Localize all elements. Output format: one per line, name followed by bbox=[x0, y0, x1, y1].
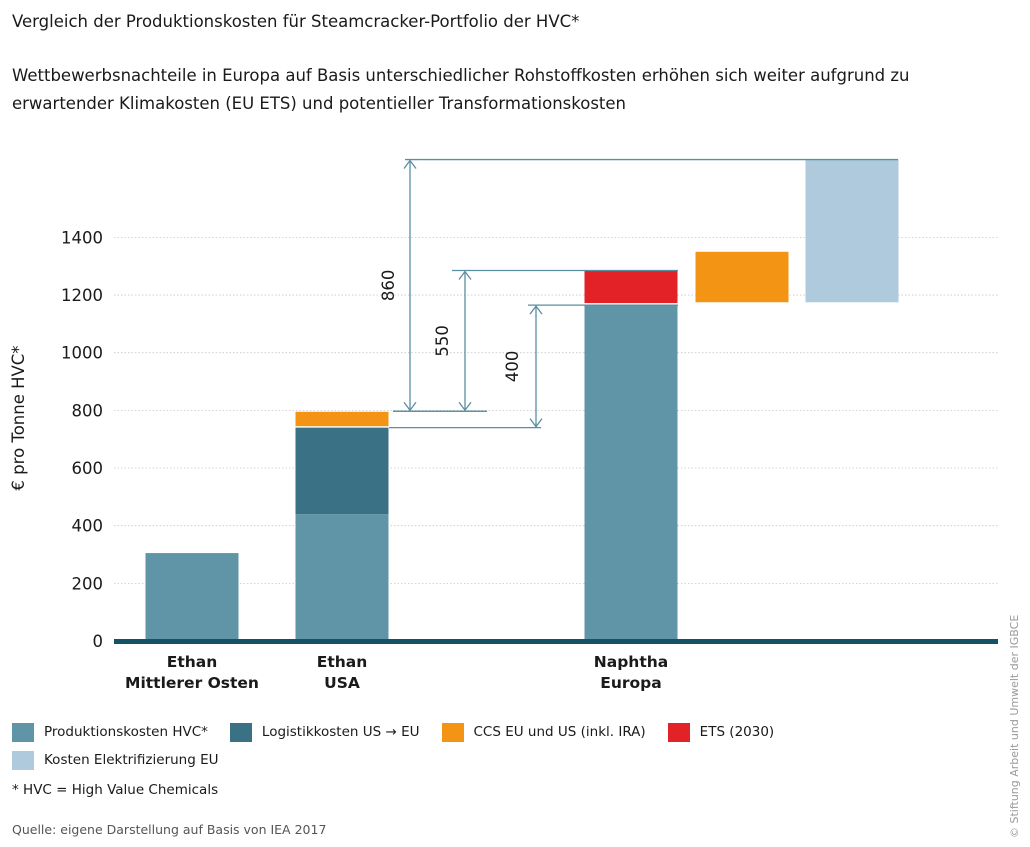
legend-swatch-ets bbox=[667, 722, 690, 742]
annotation-arrow-head-up bbox=[529, 305, 543, 315]
bar-segment-electrification bbox=[805, 159, 899, 303]
legend-item-ccs: CCS EU und US (inkl. IRA) bbox=[441, 722, 646, 742]
y-tick-label: 1400 bbox=[61, 228, 103, 247]
annotation-label: 400 bbox=[503, 351, 522, 383]
category-label: Europa bbox=[600, 674, 661, 692]
legend-item-production: Produktionskosten HVC* bbox=[12, 722, 208, 742]
y-tick-label: 1200 bbox=[61, 286, 103, 305]
y-tick-label: 200 bbox=[72, 574, 104, 593]
bar-segment-production bbox=[295, 514, 389, 641]
y-tick-label: 600 bbox=[72, 459, 104, 478]
annotation-arrow-head-down bbox=[458, 401, 472, 412]
legend-swatch-electrification bbox=[12, 750, 34, 770]
legend: Produktionskosten HVC* Logistikkosten US… bbox=[12, 718, 912, 774]
copyright-note: © Stiftung Arbeit und Umwelt der IGBCE bbox=[1008, 614, 1021, 838]
bar-segment-ccs bbox=[695, 251, 789, 303]
category-label: Ethan bbox=[167, 653, 218, 671]
chart-subtitle: Wettbewerbsnachteile in Europa auf Basis… bbox=[12, 66, 910, 113]
bar-segment-ets bbox=[584, 270, 678, 304]
annotation-label: 860 bbox=[379, 270, 398, 302]
legend-label-ets: ETS (2030) bbox=[699, 724, 775, 740]
legend-swatch-production bbox=[12, 722, 34, 742]
y-tick-label: 1000 bbox=[61, 344, 103, 363]
legend-label-production: Produktionskosten HVC* bbox=[44, 724, 208, 740]
legend-swatch-logistics bbox=[229, 722, 252, 742]
y-tick-label: 0 bbox=[93, 632, 104, 651]
legend-item-ets: ETS (2030) bbox=[667, 722, 775, 742]
legend-label-logistics: Logistikkosten US → EU bbox=[261, 724, 420, 740]
y-axis-label: € pro Tonne HVC* bbox=[9, 345, 28, 490]
annotation-arrow-head-up bbox=[458, 270, 472, 280]
category-label: Naphtha bbox=[594, 653, 668, 671]
x-axis-baseline bbox=[114, 639, 998, 644]
category-label: Mittlerer Osten bbox=[125, 674, 259, 692]
annotation-label: 550 bbox=[433, 325, 452, 357]
chart-title: Vergleich der Produktionskosten für Stea… bbox=[12, 12, 580, 31]
bar-segment-ccs bbox=[295, 411, 389, 427]
source-note: Quelle: eigene Darstellung auf Basis von… bbox=[12, 822, 327, 837]
footnote: * HVC = High Value Chemicals bbox=[12, 782, 219, 798]
category-label: USA bbox=[324, 674, 360, 692]
legend-item-logistics: Logistikkosten US → EU bbox=[229, 722, 420, 742]
legend-label-electrification: Kosten Elektrifizierung EU bbox=[44, 752, 219, 768]
legend-label-ccs: CCS EU und US (inkl. IRA) bbox=[473, 724, 646, 740]
bar-segment-logistics bbox=[295, 427, 389, 515]
bar-segment-production bbox=[145, 553, 239, 641]
annotation-arrow-head-down bbox=[403, 401, 417, 412]
legend-swatch-ccs bbox=[441, 722, 464, 742]
annotation-arrow-head-down bbox=[529, 418, 543, 428]
y-tick-label: 800 bbox=[72, 401, 104, 420]
annotation-arrow-head-up bbox=[403, 159, 417, 169]
y-tick-label: 400 bbox=[72, 517, 104, 536]
legend-item-electrification: Kosten Elektrifizierung EU bbox=[12, 750, 219, 770]
bar-segment-production bbox=[584, 305, 678, 641]
category-label: Ethan bbox=[317, 653, 368, 671]
